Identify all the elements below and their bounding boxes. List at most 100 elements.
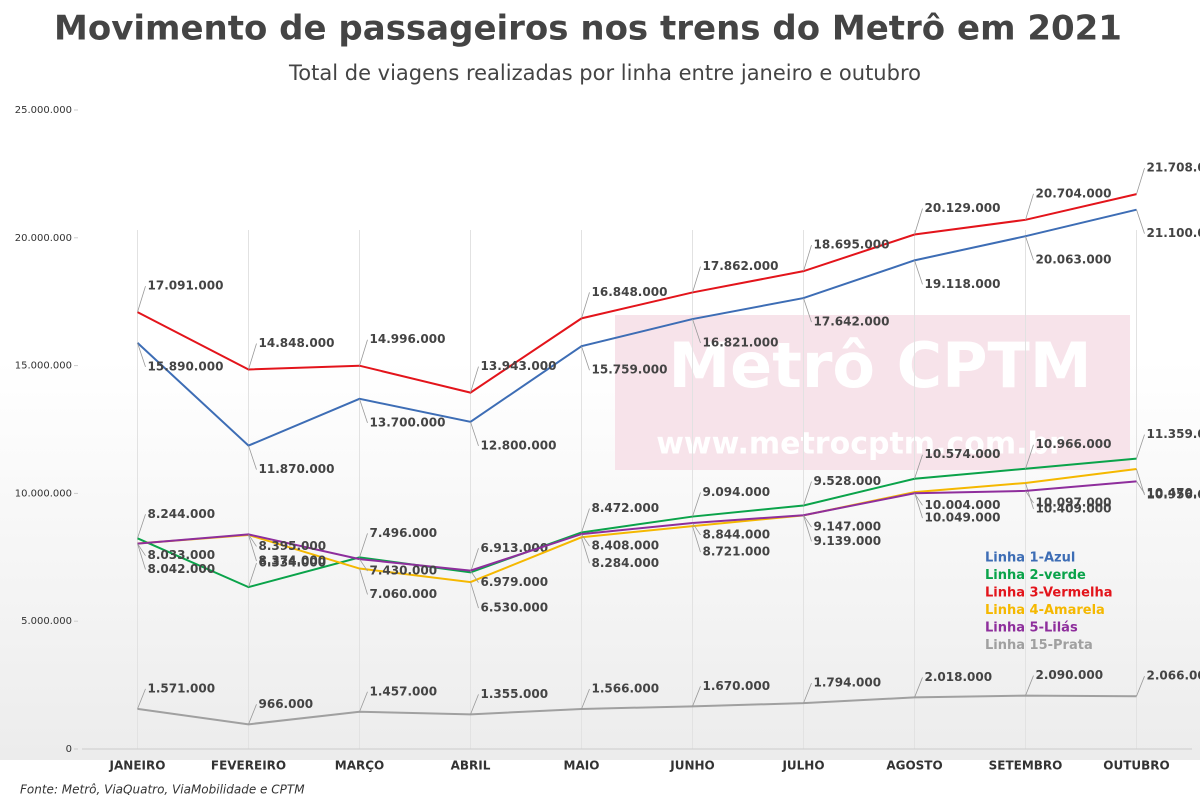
data-label: 8.721.000 (703, 545, 771, 559)
leader-line (470, 570, 479, 583)
x-tick-label: JANEIRO (109, 759, 166, 773)
x-tick-label: JULHO (781, 759, 824, 773)
leader-line (1136, 468, 1145, 496)
y-tick-label: 10.000.000 (15, 488, 72, 499)
data-label: 8.033.000 (148, 548, 216, 562)
data-label: 13.700.000 (370, 415, 446, 429)
data-label: 1.794.000 (814, 676, 882, 690)
data-label: 21.100.000 (1147, 226, 1200, 240)
data-label: 8.042.000 (148, 562, 216, 576)
legend-entry: Linha 15-Prata (985, 638, 1093, 653)
leader-line (1136, 168, 1145, 195)
leader-line (692, 686, 701, 707)
data-label: 15.759.000 (592, 363, 668, 377)
data-label: 1.670.000 (703, 679, 771, 693)
leader-line (359, 339, 368, 366)
data-label: 10.470.440 (1147, 486, 1200, 500)
x-tick-label: MAIO (564, 759, 600, 773)
line-series (137, 480, 1137, 572)
data-label: 1.566.000 (592, 681, 660, 695)
data-label: 9.139.000 (814, 534, 882, 548)
x-tick-label: MARÇO (335, 759, 384, 773)
leader-line (1025, 193, 1034, 220)
data-label: 1.457.000 (370, 684, 438, 698)
x-tick-label: JUNHO (669, 759, 715, 773)
leader-line (803, 481, 812, 506)
data-label: 9.147.000 (814, 520, 882, 534)
leader-line (470, 421, 479, 446)
legend-entry: Linha 3-Vermelha (985, 586, 1112, 601)
leader-line (1136, 676, 1145, 697)
line-series (137, 457, 1137, 589)
leader-line (359, 568, 368, 595)
leader-line (359, 533, 368, 558)
y-tick-label: 20.000.000 (15, 233, 72, 244)
x-tick-label: OUTUBRO (1103, 759, 1169, 773)
line-series (136, 208, 1137, 447)
leader-line (914, 454, 923, 479)
leader-line (803, 515, 812, 542)
leader-line (692, 266, 701, 293)
leader-line (692, 492, 701, 517)
data-label: 6.530.000 (481, 601, 549, 615)
data-label: 14.996.000 (370, 332, 446, 346)
leader-line (137, 286, 146, 313)
leader-line (914, 208, 923, 235)
data-label: 12.800.000 (481, 438, 557, 452)
x-tick-label: ABRIL (451, 759, 491, 773)
data-label: 6.334.000 (259, 556, 327, 570)
data-label: 11.359.000 (1147, 427, 1200, 441)
data-label: 18.695.000 (814, 238, 890, 252)
leader-line (248, 534, 257, 562)
leader-line (248, 445, 257, 470)
data-label: 9.094.000 (703, 485, 771, 499)
leader-line (803, 682, 812, 704)
data-label: 20.129.000 (925, 201, 1001, 215)
leader-line (1136, 209, 1145, 234)
leader-line (1136, 434, 1145, 459)
chart-title: Movimento de passageiros nos trens do Me… (54, 9, 1122, 49)
legend-entry: Linha 5-Lilás (985, 621, 1078, 636)
leader-line (581, 508, 590, 533)
leader-line (248, 343, 257, 370)
y-tick-label: 25.000.000 (15, 105, 72, 116)
leader-line (137, 514, 146, 539)
data-label: 10.004.000 (925, 498, 1001, 512)
data-label: 10.956.070 (1147, 487, 1200, 501)
data-label: 14.848.000 (259, 336, 335, 350)
leader-line (692, 318, 701, 344)
y-tick-label: 0 (66, 744, 72, 755)
leader-line (581, 688, 590, 710)
leader-line (803, 514, 812, 528)
watermark: Metrô CPTM (668, 329, 1091, 402)
leader-line (359, 558, 368, 572)
leader-line (1025, 444, 1034, 469)
source: Fonte: Metrô, ViaQuatro, ViaMobilidade e… (20, 783, 305, 797)
leader-line (137, 543, 146, 556)
data-label: 8.284.000 (592, 556, 660, 570)
leader-line (914, 492, 923, 519)
watermark-box (615, 315, 1130, 470)
line-series (137, 694, 1137, 726)
data-label: 10.574.000 (925, 447, 1001, 461)
leader-line (137, 543, 146, 570)
leader-line (692, 522, 701, 536)
data-label: 8.395.000 (259, 539, 327, 553)
line-series (137, 467, 1137, 584)
watermark-url: www.metrocptm.com.br (656, 427, 1064, 462)
data-label: 15.890.000 (148, 359, 224, 373)
leader-line (248, 704, 257, 725)
line-series (137, 193, 1137, 394)
x-tick-label: FEVEREIRO (211, 759, 286, 773)
data-label: 8.408.000 (592, 539, 660, 553)
leader-line (692, 525, 701, 553)
data-label: 17.642.000 (814, 315, 890, 329)
data-label: 20.704.000 (1036, 186, 1112, 200)
y-tick-label: 15.000.000 (15, 361, 72, 372)
leader-line (581, 292, 590, 319)
legend-entry: Linha 2-verde (985, 568, 1086, 583)
leader-line (581, 533, 590, 547)
legend-entry: Linha 4-Amarela (985, 603, 1105, 618)
x-tick-label: SETEMBRO (989, 759, 1063, 773)
legend-entry: Linha 1-Azul (985, 551, 1075, 566)
